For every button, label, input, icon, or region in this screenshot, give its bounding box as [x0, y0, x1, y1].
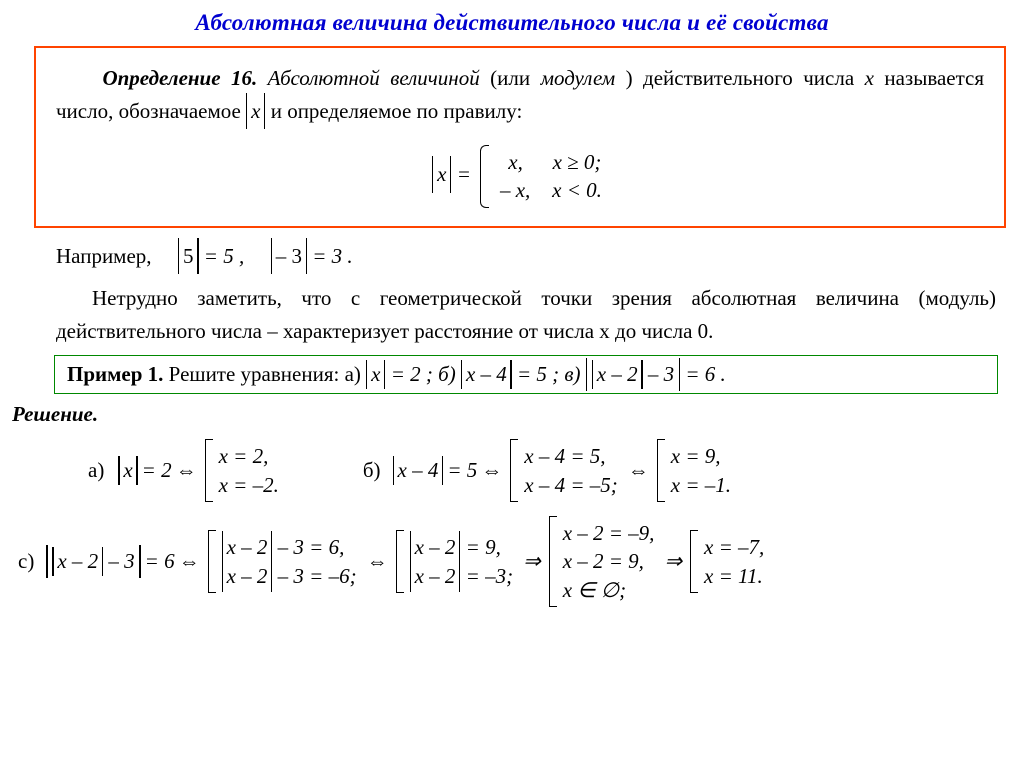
ex-b-eq: = 5 ; в): [517, 362, 586, 386]
abs-minus-3: – 3: [276, 244, 302, 268]
geometric-note: Нетрудно заметить, что с геометрической …: [56, 282, 996, 347]
solution-a-b-line: а) x = 2 ⇔ x = 2, x = –2. б) x – 4 = 5 ⇔…: [56, 439, 1004, 502]
eq-3: = 3 .: [312, 244, 352, 268]
abs-5: 5: [183, 244, 194, 268]
sol-a-r2: x = –2.: [219, 471, 279, 499]
sol-c-s3r1: x – 2 = –9,: [563, 519, 655, 547]
sol-b-s1r1: x – 4 = 5,: [524, 442, 618, 470]
sol-c-imp2: ⇒: [664, 549, 682, 574]
eq-5: = 5 ,: [204, 244, 244, 268]
example-box: Пример 1. Решите уравнения: а) x = 2 ; б…: [54, 355, 998, 394]
var-x: x: [865, 66, 874, 90]
sol-a-r1: x = 2,: [219, 442, 279, 470]
abs-x: x: [251, 99, 260, 123]
ex-b-abs: x – 4: [466, 362, 507, 386]
sol-a-tag: а): [88, 458, 104, 483]
sol-c-iff2: ⇔: [367, 549, 388, 574]
page-title: Абсолютная величина действительного числ…: [0, 0, 1024, 42]
sol-c-s4r2: x = 11.: [704, 562, 764, 590]
sol-b-iff: ⇔: [481, 458, 502, 483]
case1-left: x,: [495, 148, 537, 176]
definition-formula: x = x,x ≥ 0; – x,x < 0.: [56, 145, 984, 208]
sol-a-iff: ⇔: [176, 458, 197, 483]
sol-a-lhs-eq: = 2: [142, 458, 172, 483]
term-absolute-value: Абсолютной величиной: [268, 66, 480, 90]
sol-a-lhs: x: [123, 458, 132, 482]
sol-c-lhs-inner: x – 2: [57, 549, 98, 573]
sol-b-iff2: ⇔: [628, 458, 649, 483]
connector: (или: [490, 66, 540, 90]
sol-b-s1r2: x – 4 = –5;: [524, 471, 618, 499]
sol-c-s4r1: x = –7,: [704, 533, 764, 561]
definition-box: Определение 16. Абсолютной величиной (ил…: [34, 46, 1006, 228]
case2-right: x < 0.: [552, 178, 602, 202]
sol-c-lhs-eq: = 6: [145, 549, 175, 574]
sol-c-s2r2-abs: x – 2: [415, 564, 456, 588]
sol-c-imp: ⇒: [523, 549, 541, 574]
ex-a-eq: = 2 ; б): [391, 362, 461, 386]
ex-a-abs: x: [371, 362, 380, 386]
sol-b-lhs: x – 4: [398, 458, 439, 482]
formula-lhs: x: [437, 162, 446, 186]
sol-c-iff: ⇔: [179, 549, 200, 574]
def-tail-1: ) действительного числа: [626, 66, 865, 90]
sol-b-s2r1: x = 9,: [671, 442, 731, 470]
sol-b-lhs-eq: = 5: [447, 458, 477, 483]
solution-c-line: с) x – 2 – 3 = 6 ⇔ x – 2 – 3 = 6, x – 2 …: [18, 516, 1012, 607]
ex-c-m3: – 3: [643, 362, 675, 386]
case2-left: – x,: [494, 176, 536, 204]
sol-c-tag: с): [18, 549, 34, 574]
sol-c-s2r2-t: = –3;: [460, 564, 513, 588]
sol-c-s2r1-abs: x – 2: [415, 535, 456, 559]
example-prompt: Решите уравнения: а): [169, 362, 366, 386]
sol-c-s3r2: x – 2 = 9,: [563, 547, 655, 575]
ex-c-eq: = 6 .: [685, 362, 725, 386]
sol-b-s2r2: x = –1.: [671, 471, 731, 499]
ex-c-inner: x – 2: [597, 362, 638, 386]
term-modulus: модулем: [541, 66, 616, 90]
sol-b-tag: б): [363, 458, 381, 483]
solution-label: Решение.: [12, 402, 1024, 427]
sol-c-s1r2-abs: x – 2: [227, 564, 268, 588]
case1-right: x ≥ 0;: [553, 150, 602, 174]
example-plain-line: Например, 5 = 5 , – 3 = 3 .: [56, 240, 996, 273]
example-label: Пример 1.: [67, 362, 163, 386]
sol-c-lhs-m3: – 3: [103, 549, 135, 573]
sol-c-s1r1-abs: x – 2: [227, 535, 268, 559]
definition-label: Определение 16.: [102, 66, 257, 90]
naprimer-label: Например,: [56, 244, 152, 268]
sol-c-s1r2-t: – 3 = –6;: [272, 564, 356, 588]
sol-c-s3r3: x ∈ ∅;: [563, 576, 655, 604]
def-tail-3: и определяемое по правилу:: [271, 99, 523, 123]
sol-c-s1r1-t: – 3 = 6,: [272, 535, 344, 559]
sol-c-s2r1-t: = 9,: [460, 535, 500, 559]
